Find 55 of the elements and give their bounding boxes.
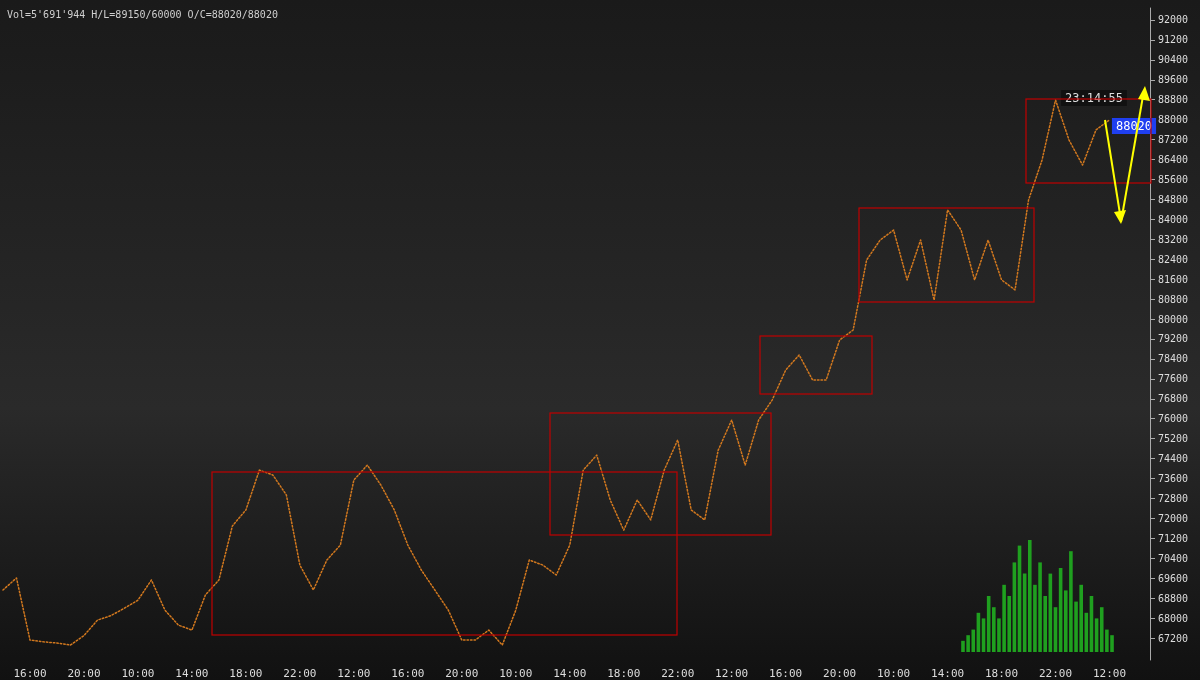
y-tick-label: 70400 — [1158, 552, 1189, 564]
y-tick-label: 88800 — [1158, 94, 1189, 106]
x-tick-label: 12:00 — [715, 667, 749, 680]
y-tick-label: 80800 — [1158, 293, 1189, 305]
x-tick-label: 20:00 — [67, 667, 101, 680]
y-tick-label: 76800 — [1158, 393, 1189, 405]
y-tick-label: 89600 — [1158, 74, 1189, 86]
y-tick-label: 84800 — [1158, 193, 1189, 205]
y-tick-label: 85600 — [1158, 173, 1189, 185]
y-tick-label: 77600 — [1158, 373, 1189, 385]
y-tick-label: 68800 — [1158, 592, 1189, 604]
y-tick-label: 82400 — [1158, 253, 1189, 265]
x-tick-label: 18:00 — [985, 667, 1019, 680]
x-tick-label: 14:00 — [931, 667, 965, 680]
x-tick-label: 22:00 — [283, 667, 317, 680]
y-tick-label: 69600 — [1158, 572, 1189, 584]
y-tick-label: 86400 — [1158, 154, 1189, 166]
y-tick-label: 92000 — [1158, 14, 1189, 26]
x-tick-label: 20:00 — [823, 667, 857, 680]
y-tick-label: 80000 — [1158, 313, 1189, 325]
y-tick-label: 84000 — [1158, 213, 1189, 225]
y-tick-label: 76000 — [1158, 413, 1189, 425]
y-tick-label: 72800 — [1158, 493, 1189, 504]
x-tick-label: 18:00 — [229, 667, 263, 680]
y-tick-label: 68000 — [1158, 612, 1189, 624]
y-tick-label: 71200 — [1158, 532, 1189, 544]
y-tick-label: 87200 — [1158, 134, 1189, 146]
y-tick-label: 74400 — [1158, 453, 1189, 465]
y-tick-label: 91200 — [1158, 34, 1189, 46]
y-tick-label: 81600 — [1158, 273, 1189, 285]
x-tick-label: 22:00 — [1038, 667, 1073, 680]
x-tick-label: 10:00 — [499, 667, 533, 680]
x-tick-label: 22:00 — [661, 667, 695, 680]
x-tick-label: 16:00 — [13, 667, 47, 680]
x-tick-label: 14:00 — [175, 667, 209, 680]
annotation: 23:14:55 — [1065, 90, 1123, 105]
x-tick-label: 16:00 — [769, 667, 803, 680]
x-tick-label: 10:00 — [877, 667, 911, 680]
y-tick-label: 83200 — [1158, 233, 1189, 245]
x-tick-label: 10:00 — [121, 667, 155, 680]
y-tick-label: 78400 — [1158, 353, 1189, 365]
x-tick-label: 12:00 — [337, 667, 371, 680]
x-tick-label: 18:00 — [607, 667, 641, 680]
chart-subtitle: Vol=5'691'944 H/L=89150/60000 O/C=88020/88020 — [7, 8, 278, 20]
y-tick-label: 90400 — [1158, 54, 1189, 66]
y-tick-label: 88000 — [1158, 114, 1189, 126]
y-tick-label: 67200 — [1158, 632, 1189, 644]
x-tick-label: 12:00 — [1092, 667, 1127, 680]
y-tick-label: 79200 — [1158, 333, 1189, 345]
x-tick-label: 20:00 — [445, 667, 479, 680]
y-tick-label: 72000 — [1158, 512, 1189, 524]
y-tick-label: 75200 — [1158, 433, 1189, 445]
x-tick-label: 16:00 — [391, 667, 425, 680]
x-tick-label: 14:00 — [553, 667, 587, 680]
y-tick-label: 73600 — [1158, 473, 1189, 485]
